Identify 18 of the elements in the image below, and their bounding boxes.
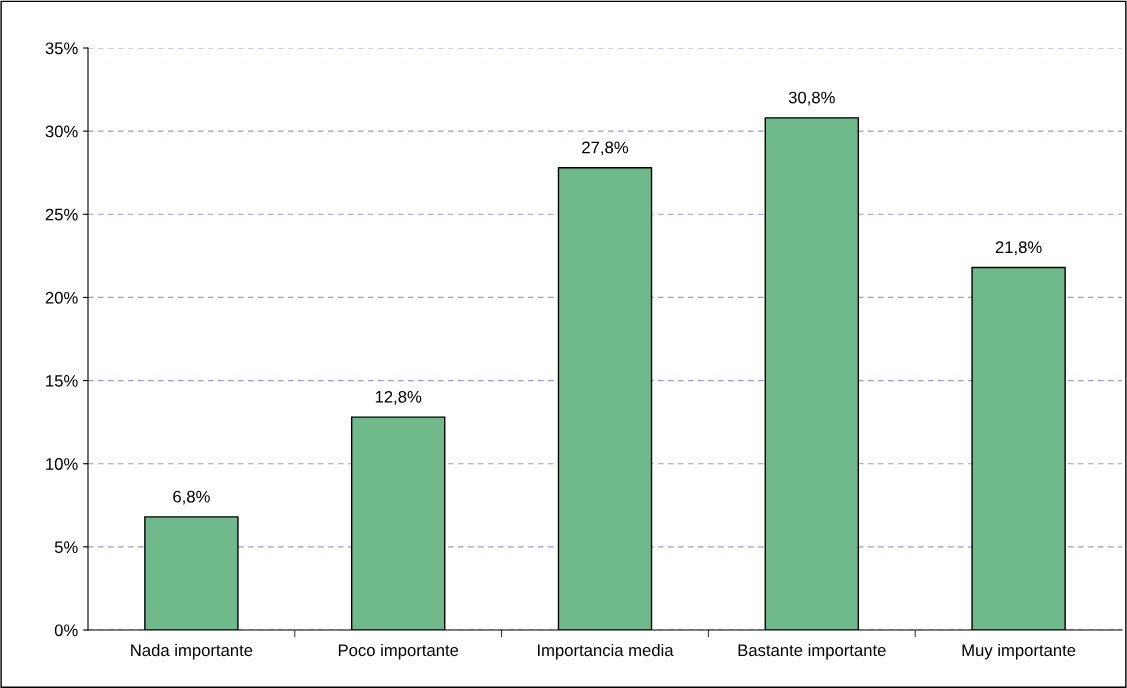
- y-tick-label: 0%: [54, 624, 78, 637]
- y-tick-label: 15%: [46, 375, 78, 387]
- y-tick-label: 25%: [45, 208, 78, 221]
- data-label: 6,8%: [173, 490, 210, 505]
- y-tick-label: 30%: [45, 125, 78, 138]
- data-label: 30,8%: [788, 91, 835, 106]
- x-tick-label: Poco importante: [338, 643, 459, 660]
- x-tick-label: Bastante importante: [738, 643, 886, 660]
- x-tick-label: Muy importante: [962, 643, 1076, 660]
- y-tick-label: 20%: [45, 291, 78, 304]
- x-tick-label: Importancia media: [537, 643, 674, 660]
- data-label: 27,8%: [582, 141, 629, 156]
- y-tick-label: 5%: [54, 541, 78, 554]
- y-tick-label: 10%: [46, 458, 78, 470]
- y-tick-label: 35%: [45, 42, 78, 55]
- x-tick-label: Nada importante: [131, 643, 253, 660]
- data-label: 21,8%: [995, 241, 1042, 256]
- data-label: 12,8%: [375, 390, 422, 405]
